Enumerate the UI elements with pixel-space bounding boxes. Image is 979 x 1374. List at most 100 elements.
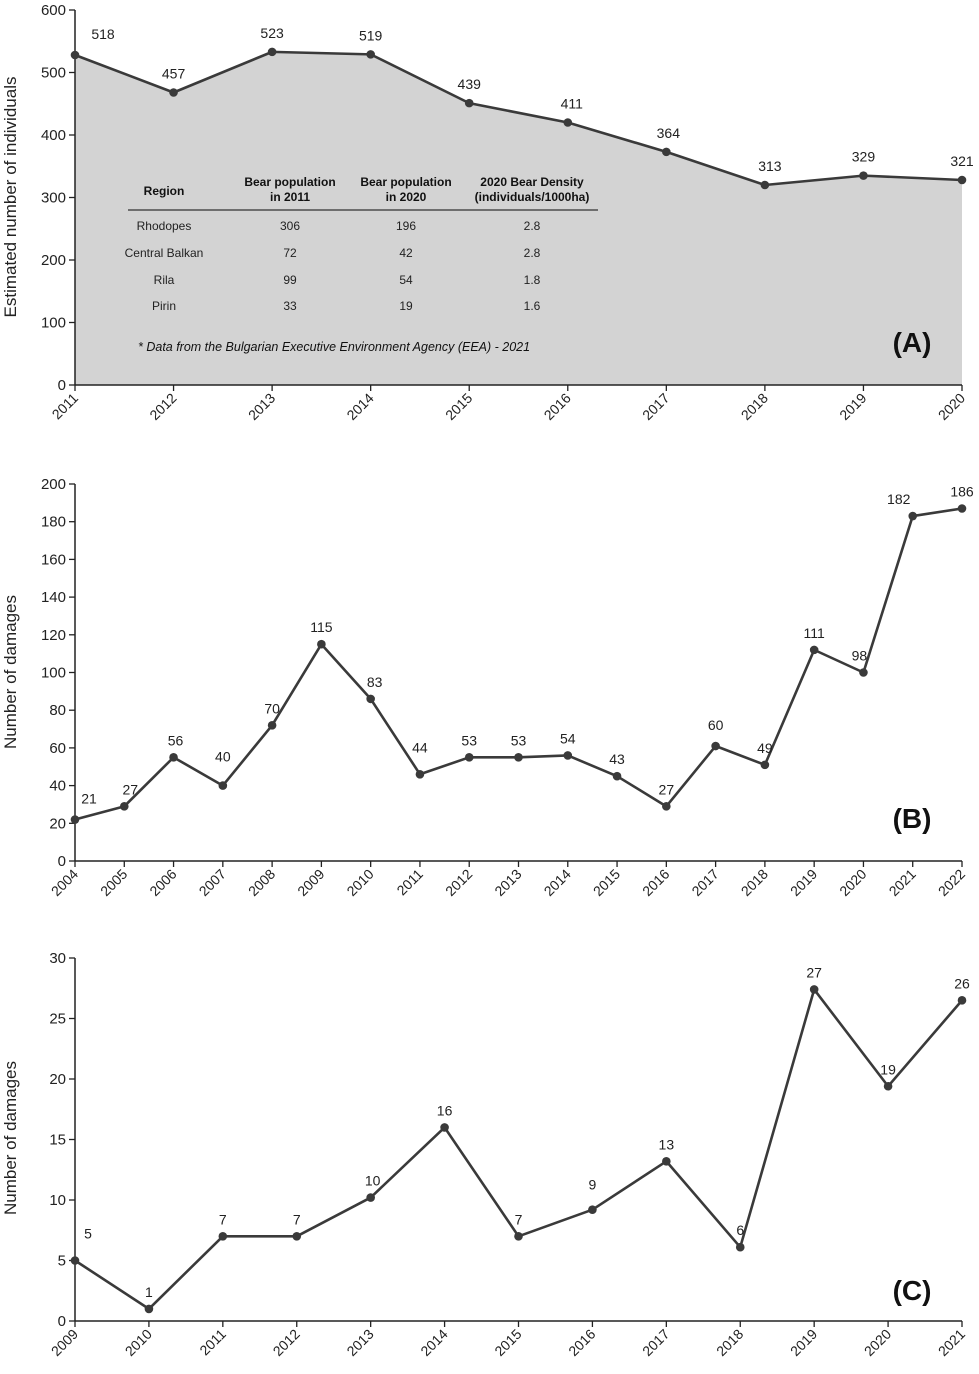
y-tick-label: 0 bbox=[58, 377, 66, 394]
data-point bbox=[267, 47, 277, 57]
data-label: 44 bbox=[412, 739, 428, 755]
data-point bbox=[957, 504, 967, 513]
y-tick-label: 600 bbox=[41, 2, 66, 19]
x-tick-label: 2020 bbox=[861, 1326, 894, 1359]
data-point bbox=[440, 1123, 449, 1132]
data-label: 10 bbox=[365, 1173, 381, 1189]
x-tick-label: 2017 bbox=[688, 866, 721, 899]
data-point bbox=[908, 511, 918, 521]
y-tick-label: 400 bbox=[41, 127, 66, 144]
x-tick-label: 2014 bbox=[417, 1326, 450, 1359]
data-point bbox=[883, 1081, 893, 1091]
x-tick-label: 2018 bbox=[713, 1326, 746, 1359]
x-tick-label: 2020 bbox=[935, 390, 968, 423]
data-point bbox=[464, 98, 474, 108]
data-point bbox=[859, 668, 868, 677]
data-label: 186 bbox=[950, 484, 974, 500]
y-tick-label: 60 bbox=[49, 740, 66, 757]
x-tick-label: 2019 bbox=[836, 390, 869, 423]
data-label: 49 bbox=[757, 740, 773, 756]
data-point bbox=[612, 771, 622, 781]
data-point bbox=[662, 147, 671, 157]
x-tick-label: 2016 bbox=[565, 1326, 598, 1359]
x-tick-label: 2011 bbox=[196, 1326, 229, 1359]
data-point bbox=[366, 50, 375, 59]
data-label: 53 bbox=[461, 732, 477, 748]
data-label: 27 bbox=[659, 781, 675, 797]
data-point bbox=[317, 639, 326, 649]
data-point bbox=[70, 815, 80, 824]
y-tick-label: 20 bbox=[49, 815, 66, 832]
data-point bbox=[267, 720, 277, 730]
data-point bbox=[169, 753, 178, 762]
y-tick-label: 5 bbox=[58, 1253, 66, 1270]
y-tick-label: 300 bbox=[41, 190, 66, 207]
data-label: 98 bbox=[852, 648, 868, 664]
data-label: 313 bbox=[758, 158, 782, 174]
table-cell: 306 bbox=[280, 219, 300, 233]
x-tick-label: 2005 bbox=[97, 866, 130, 899]
data-label: 518 bbox=[91, 26, 115, 42]
x-tick-label: 2016 bbox=[541, 390, 574, 423]
x-tick-label: 2007 bbox=[196, 866, 229, 899]
data-point bbox=[809, 645, 819, 655]
x-tick-label: 2006 bbox=[146, 866, 179, 899]
table-cell: 196 bbox=[396, 219, 416, 233]
data-point bbox=[292, 1232, 302, 1241]
x-tick-label: 2010 bbox=[343, 866, 376, 899]
table-cell: 42 bbox=[399, 246, 413, 260]
y-tick-label: 100 bbox=[41, 315, 66, 332]
chart-panel-a: 0 100 200 300 400 500 600 2011 2012 2013 2014 2015 2… bbox=[1, 2, 974, 423]
x-tick-label: 2019 bbox=[787, 866, 820, 899]
data-label: 26 bbox=[954, 975, 970, 991]
y-tick-label: 40 bbox=[49, 778, 66, 795]
table-cell: Central Balkan bbox=[125, 246, 204, 260]
y-tick-label: 25 bbox=[49, 1011, 66, 1028]
data-point bbox=[464, 753, 474, 762]
series-line bbox=[74, 507, 963, 821]
x-tick-label: 2010 bbox=[122, 1326, 155, 1359]
data-label: 5 bbox=[84, 1226, 92, 1242]
table-header: Region bbox=[144, 184, 185, 198]
x-tick-label: 2014 bbox=[343, 390, 376, 423]
y-tick-label: 200 bbox=[41, 252, 66, 269]
x-tick-label: 2017 bbox=[639, 390, 672, 423]
y-tick-label: 80 bbox=[49, 702, 66, 719]
x-tick-label: 2013 bbox=[491, 866, 524, 899]
table-cell: Rila bbox=[154, 273, 175, 287]
table-cell: 54 bbox=[399, 273, 413, 287]
data-point bbox=[366, 1193, 375, 1202]
table-header: in 2020 bbox=[386, 190, 427, 204]
x-tick-label: 2022 bbox=[935, 866, 968, 899]
y-axis-label: Number of damages bbox=[1, 595, 20, 749]
x-tick-label: 2012 bbox=[270, 1326, 303, 1359]
y-tick-label: 10 bbox=[49, 1192, 66, 1209]
data-point bbox=[563, 751, 573, 760]
data-label: 13 bbox=[659, 1136, 675, 1152]
x-tick-label: 2021 bbox=[885, 866, 918, 899]
y-tick-label: 180 bbox=[41, 514, 66, 531]
x-tick-label: 2013 bbox=[245, 390, 278, 423]
data-point bbox=[218, 1232, 228, 1241]
x-tick-label: 2011 bbox=[393, 866, 426, 899]
y-tick-label: 140 bbox=[41, 589, 66, 606]
data-label: 21 bbox=[81, 791, 97, 807]
panel-label: (C) bbox=[893, 1275, 932, 1306]
data-point bbox=[662, 802, 671, 811]
y-tick-label: 100 bbox=[41, 665, 66, 682]
x-tick-label: 2014 bbox=[541, 866, 574, 899]
data-label: 439 bbox=[458, 76, 482, 92]
y-tick-label: 0 bbox=[58, 1313, 66, 1330]
x-tick-label: 2018 bbox=[738, 866, 771, 899]
data-point bbox=[70, 50, 80, 60]
x-tick-label: 2015 bbox=[491, 1326, 524, 1359]
data-label: 53 bbox=[511, 732, 527, 748]
data-point bbox=[144, 1304, 154, 1314]
x-tick-label: 2013 bbox=[343, 1326, 376, 1359]
table-header: 2020 Bear Density bbox=[480, 175, 584, 189]
data-point bbox=[514, 1232, 523, 1241]
data-label: 7 bbox=[219, 1211, 227, 1227]
data-point bbox=[957, 996, 967, 1005]
